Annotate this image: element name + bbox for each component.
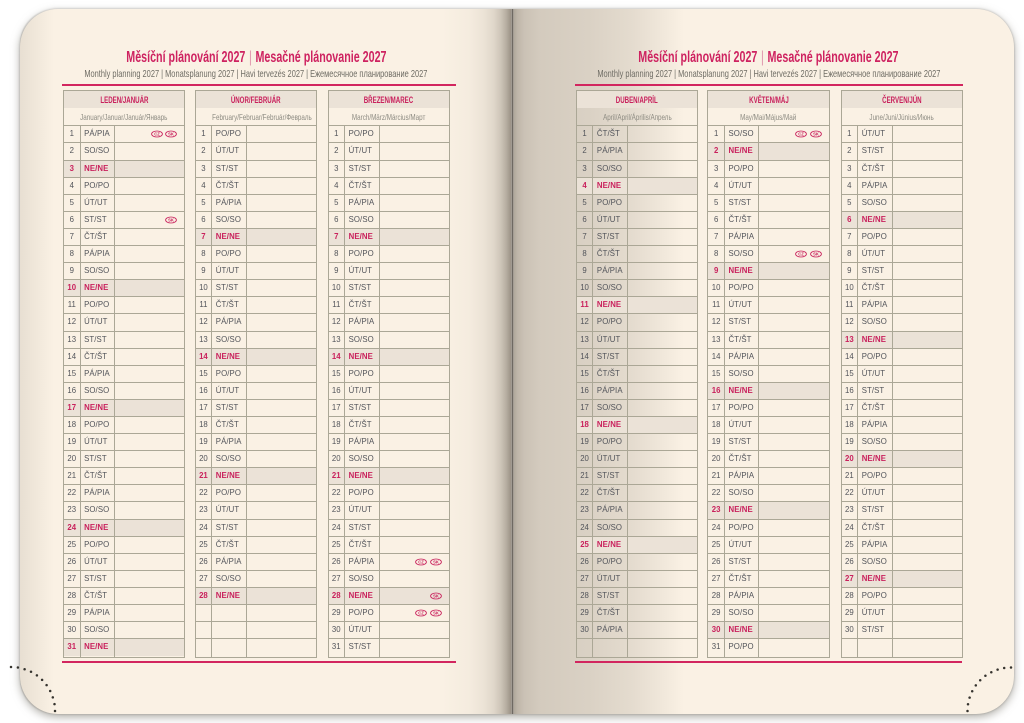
svg-text:SK: SK: [168, 218, 174, 223]
svg-text:CZ: CZ: [154, 132, 160, 137]
svg-text:SK: SK: [433, 559, 439, 564]
svg-text:SK: SK: [813, 252, 819, 257]
svg-text:CZ: CZ: [798, 132, 804, 137]
svg-text:SK: SK: [813, 132, 819, 137]
svg-text:SK: SK: [168, 132, 174, 137]
svg-text:CZ: CZ: [419, 611, 425, 616]
svg-text:SK: SK: [433, 611, 439, 616]
svg-text:CZ: CZ: [798, 252, 804, 257]
svg-text:SK: SK: [433, 594, 439, 599]
svg-text:CZ: CZ: [419, 559, 425, 564]
